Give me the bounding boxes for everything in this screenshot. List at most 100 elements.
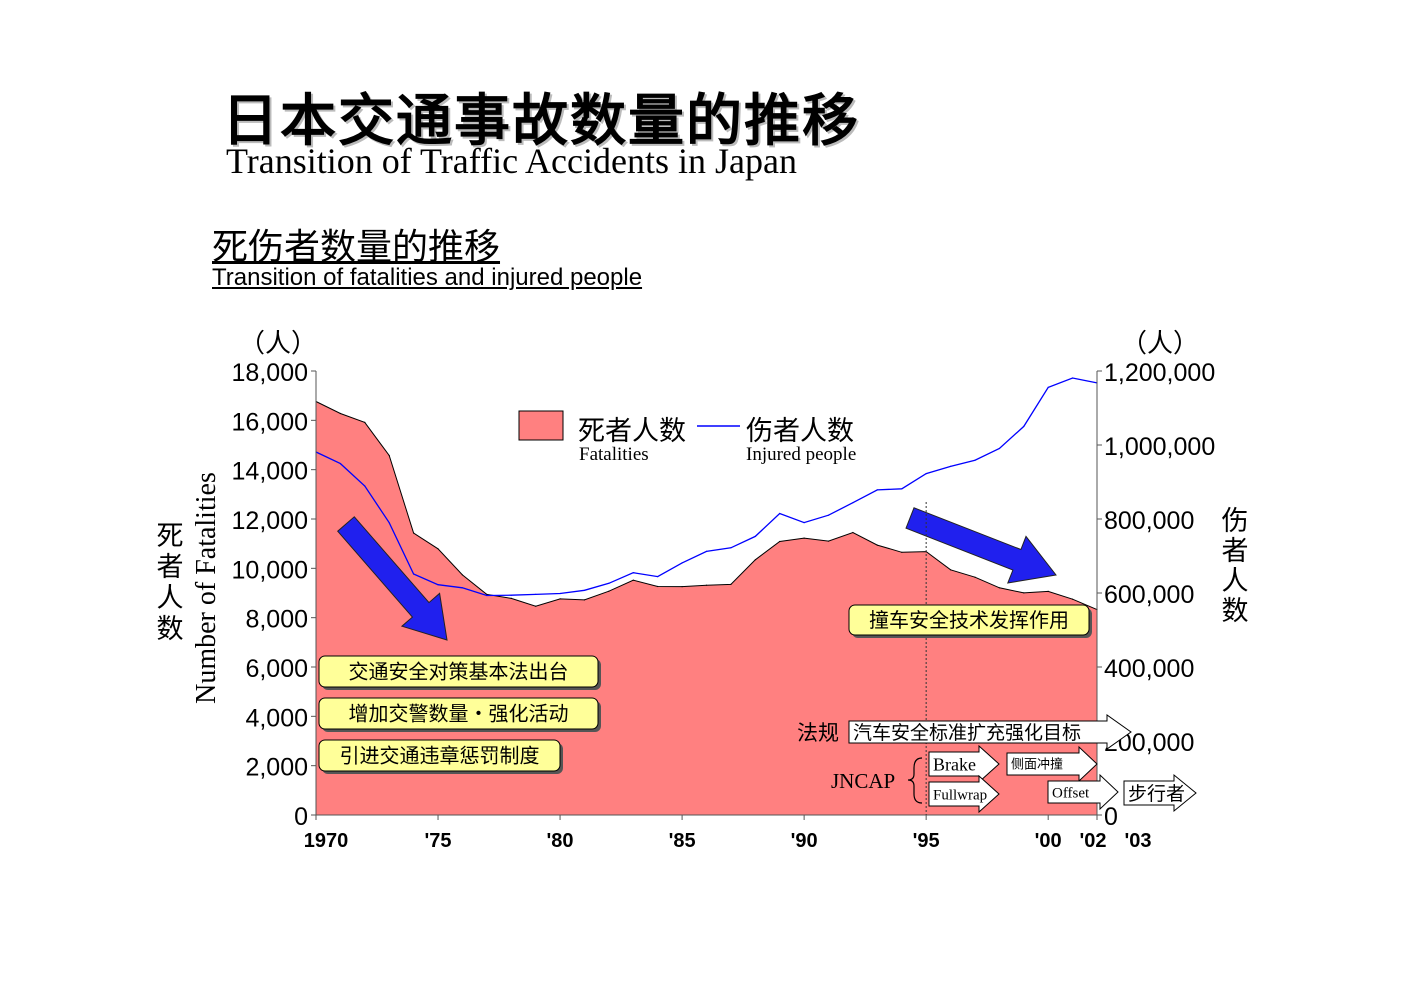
y-left-label-cn-char: 死 xyxy=(157,521,184,552)
note-penalty-box xyxy=(318,739,561,772)
data-point-fatalities xyxy=(998,587,1001,589)
data-point-fatalities xyxy=(705,584,708,586)
data-point-fatalities xyxy=(486,593,488,596)
axes: 0 2,000 4,000 6,000 8,000 10,000 12,000 14,000 1… xyxy=(157,329,1249,852)
data-point-injured xyxy=(998,447,1001,450)
x-tick-label: '90 xyxy=(791,830,818,852)
data-point-fatalities xyxy=(535,605,537,607)
y-left-unit: （人） xyxy=(239,329,317,359)
law-arrow: 汽车安全标准扩充强化目标 xyxy=(848,714,1132,750)
note-police: 增加交警数量・强化活动 xyxy=(318,697,601,732)
y-left-tick-label: 8,000 xyxy=(245,606,308,634)
y-right-tick-label: 400,000 xyxy=(1104,655,1194,683)
x-tick-label: '00 xyxy=(1035,830,1062,852)
jncap-side-text: 侧面冲撞 xyxy=(1011,758,1063,773)
data-point-fatalities xyxy=(657,585,659,588)
y-left-tick-label: 4,000 xyxy=(245,704,308,732)
y-right-tick-label: 0 xyxy=(1104,803,1118,831)
data-point-injured xyxy=(583,589,586,591)
note-basic-law-text: 交通安全对策基本法出台 xyxy=(349,660,569,684)
data-point-injured xyxy=(803,522,805,524)
data-point-fatalities xyxy=(1072,598,1074,600)
legend-swatch-fatalities xyxy=(518,410,564,441)
data-point-fatalities xyxy=(388,454,390,457)
data-point-injured xyxy=(608,582,610,584)
legend-label-fatalities-en: Fatalities xyxy=(579,444,649,465)
jncap-brace xyxy=(907,757,923,804)
note-penalty-text: 引进交通违章惩罚制度 xyxy=(340,744,540,768)
data-point-injured xyxy=(413,573,415,575)
note-police-box xyxy=(318,697,599,730)
y-left-label-cn-char: 数 xyxy=(157,614,184,645)
data-point-fatalities xyxy=(827,540,830,542)
law-arrow-text: 汽车安全标准扩充强化目标 xyxy=(853,722,1081,744)
y-right-tick-label: 1,200,000 xyxy=(1104,359,1215,387)
data-point-injured xyxy=(901,488,903,490)
y-right-label-cn-char: 人 xyxy=(1222,566,1249,597)
decline-arrow-right xyxy=(905,507,1057,584)
data-point-injured xyxy=(1072,377,1074,379)
data-point-injured xyxy=(705,550,708,553)
pedestrian-arrow-shape xyxy=(1123,773,1197,813)
data-point-fatalities xyxy=(681,586,683,588)
data-point-injured xyxy=(364,485,366,487)
y-right-tick-label: 1,000,000 xyxy=(1104,433,1215,461)
data-point-injured xyxy=(730,547,732,549)
data-point-injured xyxy=(681,562,683,564)
x-tick-label: '03 xyxy=(1124,830,1151,852)
data-point-fatalities xyxy=(1047,590,1049,593)
law-label: 法规 xyxy=(797,721,839,745)
y-left-tick-label: 0 xyxy=(294,803,308,831)
data-point-fatalities xyxy=(901,551,903,553)
data-point-injured xyxy=(925,473,927,475)
data-point-fatalities xyxy=(1023,592,1025,594)
jncap-side: 侧面冲撞 xyxy=(1006,745,1098,783)
x-tick-label: 1970 xyxy=(304,830,349,852)
jncap-offset-text: Offset xyxy=(1052,785,1090,801)
data-point-injured xyxy=(437,584,439,586)
data-point-injured xyxy=(754,535,756,538)
y-left-tick-label: 14,000 xyxy=(232,458,308,486)
data-point-injured xyxy=(950,465,952,467)
data-point-injured xyxy=(779,512,781,515)
jncap-fullwrap-shape xyxy=(928,774,1000,814)
data-point-fatalities xyxy=(876,544,878,546)
data-point-fatalities xyxy=(730,583,732,586)
data-point-injured xyxy=(876,489,878,491)
note-crash-safety: 撞车安全技术发挥作用 xyxy=(848,604,1092,638)
data-point-fatalities xyxy=(583,599,586,601)
pedestrian-arrow-text: 步行者 xyxy=(1128,783,1185,805)
data-point-fatalities xyxy=(608,590,610,592)
data-point-fatalities xyxy=(974,576,976,578)
data-point-injured xyxy=(827,514,830,516)
x-tick-label: '80 xyxy=(547,830,574,852)
x-tick-label: '95 xyxy=(913,830,940,852)
data-point-injured xyxy=(559,592,561,595)
note-penalty: 引进交通违章惩罚制度 xyxy=(318,739,563,774)
data-point-injured xyxy=(339,463,341,465)
data-point-injured xyxy=(657,576,659,578)
x-tick-label: '75 xyxy=(425,830,452,852)
chart-title: 死伤者数量的推移 xyxy=(212,227,501,268)
data-point-injured xyxy=(974,459,976,461)
data-point-injured xyxy=(535,593,537,596)
jncap-side-shape xyxy=(1006,745,1098,783)
jncap-offset-shape xyxy=(1047,773,1119,811)
x-tick-label: '85 xyxy=(669,830,696,852)
page-title: 日本交通事故数量的推移 xyxy=(222,89,860,154)
note-police-text: 增加交警数量・强化活动 xyxy=(349,702,569,726)
data-point-fatalities xyxy=(364,421,366,423)
data-point-fatalities xyxy=(437,548,439,550)
chart-title-en: Transition of fatalities and injured peo… xyxy=(212,264,643,291)
data-point-injured xyxy=(1047,386,1049,388)
data-point-injured xyxy=(510,594,512,596)
x-tick-label: '02 xyxy=(1079,830,1106,852)
y-left-label-en: Number of Fatalities xyxy=(191,472,222,704)
jncap-offset: Offset xyxy=(1047,773,1119,811)
y-right-tick-label: 800,000 xyxy=(1104,507,1194,535)
note-crash-safety-box xyxy=(848,604,1090,636)
note-basic-law-box xyxy=(318,655,599,688)
pedestrian-arrow: 步行者 xyxy=(1123,773,1197,813)
